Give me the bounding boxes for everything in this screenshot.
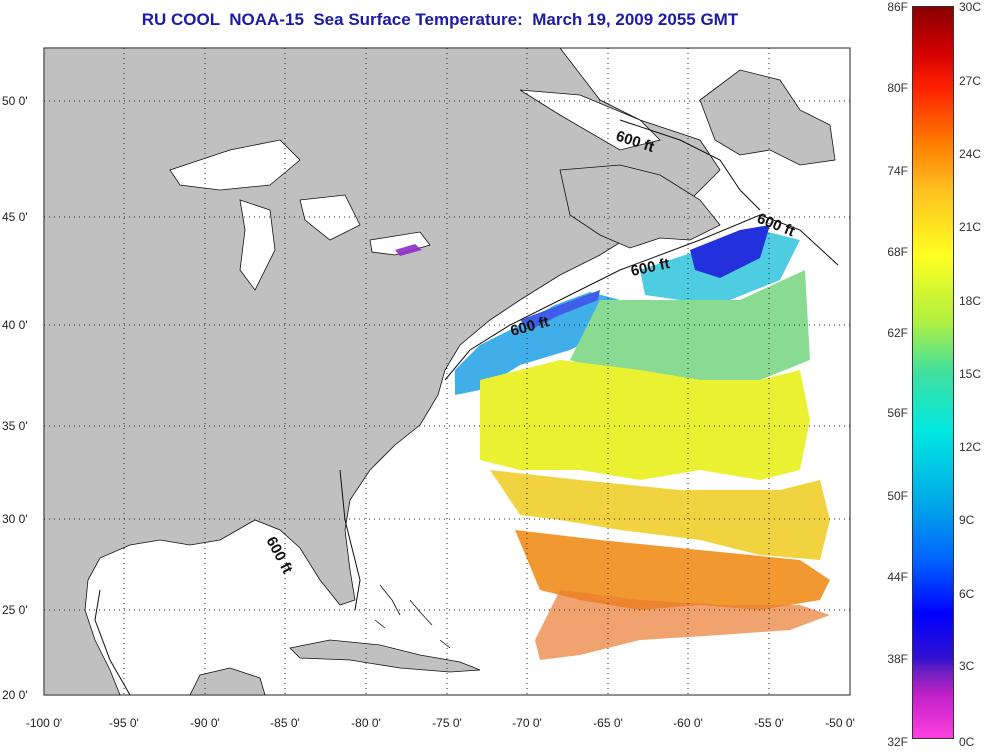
lon-label-85: -85 0' [270,716,300,730]
colorbar-c-27: 27C [959,74,982,88]
lat-label-25: 25 0' [2,603,28,617]
colorbar-f-44: 44F [887,570,908,584]
colorbar-f-68: 68F [887,245,908,259]
lat-label-50: 50 0' [2,94,28,108]
colorbar-c-12: 12C [959,440,982,454]
lat-label-20: 20 0' [2,688,28,702]
colorbar-c-6: 6C [959,587,975,601]
lon-label-70: -70 0' [512,716,542,730]
maritimes-landmass [559,164,721,249]
lon-label-100: -100 0' [25,716,63,730]
lat-label-35: 35 0' [2,419,28,433]
colorbar-f-50: 50F [887,489,908,503]
colorbar-f-74: 74F [887,164,908,178]
colorbar-f-38: 38F [887,652,908,666]
colorbar-c-30: 30C [959,0,982,14]
lat-label-30: 30 0' [2,512,28,526]
colorbar-c-24: 24C [959,147,982,161]
lon-label-55: -55 0' [754,716,784,730]
sst-data [395,225,830,660]
600ft-contour [94,119,839,696]
lat-label-40: 40 0' [2,318,28,332]
colorbar-c-18: 18C [959,294,982,308]
colorbar-f-56: 56F [887,406,908,420]
lat-label-45: 45 0' [2,210,28,224]
lon-label-75: -75 0' [432,716,462,730]
colorbar-c-21: 21C [959,220,982,234]
colorbar-f-80: 80F [887,81,908,95]
cuba-landmass [289,639,481,673]
lon-label-90: -90 0' [190,716,220,730]
colorbar-f-62: 62F [887,326,908,340]
colorbar-c-3: 3C [959,659,975,673]
colorbar-c-9: 9C [959,513,975,527]
lon-label-65: -65 0' [593,716,623,730]
colorbar-f-86: 86F [887,0,908,14]
lon-label-95: -95 0' [109,716,139,730]
colorbar-f-32: 32F [887,735,908,749]
colorbar-c-0: 0C [959,735,975,749]
yucatan-landmass [189,667,266,696]
lon-label-80: -80 0' [351,716,381,730]
newfoundland-landmass [699,69,836,166]
great-lakes [169,89,661,291]
lon-label-50: -50 0' [825,716,855,730]
map-title: RU COOL NOAA-15 Sea Surface Temperature:… [141,10,739,29]
bahamas-islands [374,584,451,649]
colorbar-c-15: 15C [959,367,982,381]
temperature-colorbar [912,6,954,739]
lon-label-60: -60 0' [673,716,703,730]
